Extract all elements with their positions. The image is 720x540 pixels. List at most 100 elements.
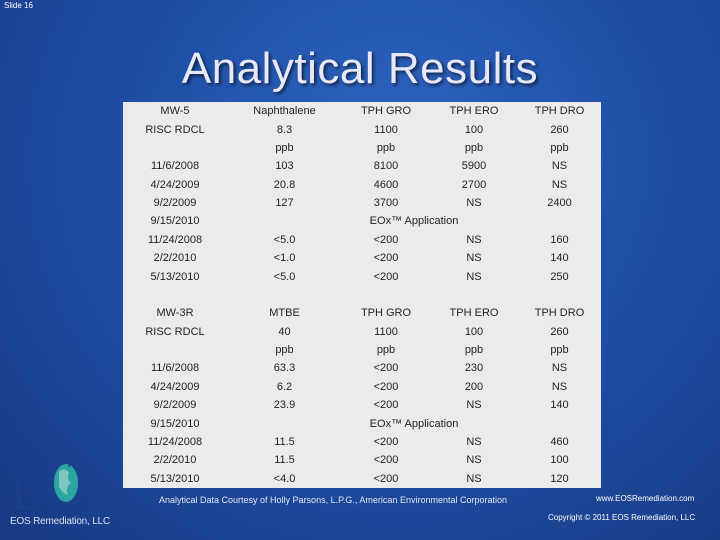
table-cell: ppb — [275, 344, 294, 357]
table-cell: 2/2/2010 — [153, 454, 197, 467]
table-cell: <200 — [373, 270, 399, 283]
table-cell: 1100 — [374, 123, 398, 136]
table-cell: 2400 — [547, 197, 572, 210]
table-cell: NS — [551, 380, 568, 393]
table-row: RISC RDCL 40 1100 100 260 — [123, 323, 601, 341]
table-cell: <200 — [373, 399, 399, 412]
table-row: RISC RDCL 8.3 1100 100 260 — [123, 120, 601, 138]
table-cell: ppb — [464, 141, 484, 154]
table-cell: 2/2/2010 — [153, 252, 197, 265]
table-cell: 4/24/2009 — [150, 380, 200, 393]
analytical-results-table: MW-5 Naphthalene TPH GRO TPH ERO TPH DRO RISC… — [123, 102, 601, 488]
table-cell: 11/24/2008 — [147, 435, 203, 448]
table-cell: NS — [466, 252, 482, 265]
table-cell: <1.0 — [273, 252, 296, 265]
table-cell: 23.9 — [273, 399, 296, 412]
table-cell: 9/15/2010 — [150, 215, 200, 228]
table-cell: 11/6/2008 — [150, 160, 200, 173]
table-cell: 200 — [464, 380, 484, 393]
table-cell: MW-5 — [160, 105, 190, 118]
website-link[interactable]: www.EOSRemediation.com — [596, 494, 695, 503]
table-cell: 160 — [550, 233, 569, 246]
table-cell: TPH ERO — [449, 105, 499, 118]
logo-letter-s: S — [79, 468, 105, 519]
table-cell — [430, 286, 518, 304]
page-title: Analytical Results — [181, 44, 539, 93]
table-row: ppb ppb ppb ppb — [123, 139, 601, 157]
table-row: 11/6/2008 63.3 <200 230 NS — [123, 359, 601, 377]
table-cell: 4600 — [373, 178, 399, 191]
table-cell: 11.5 — [274, 454, 295, 467]
table-cell: 3700 — [373, 197, 399, 210]
table-cell: <5.0 — [273, 233, 296, 246]
table-cell: TPH ERO — [449, 307, 499, 320]
table-row — [123, 286, 601, 304]
application-note: EOx™ Application — [369, 417, 459, 430]
table-cell: <200 — [373, 252, 399, 265]
table-cell: NS — [551, 362, 568, 375]
table-row: 5/13/2010 <5.0 <200 NS 250 — [123, 267, 601, 285]
table-cell: RISC RDCL — [145, 123, 205, 136]
table-cell: TPH GRO — [360, 307, 412, 320]
table-cell — [227, 286, 342, 304]
table-cell: MTBE — [269, 307, 300, 320]
table-cell: <200 — [373, 435, 399, 448]
table-row: 9/15/2010 EOx™ Application — [123, 212, 601, 230]
table-row: 4/24/2009 20.8 4600 2700 NS — [123, 176, 601, 194]
table-cell: 9/15/2010 — [150, 417, 200, 430]
table-cell: 6.2 — [276, 380, 293, 393]
table-row: 11/6/2008 103 8100 5900 NS — [123, 157, 601, 175]
table-cell: ppb — [376, 344, 396, 357]
table-row: 9/15/2010 EOx™ Application — [123, 414, 601, 432]
logo-letter-e: E — [11, 468, 39, 519]
table-cell: 2700 — [461, 178, 487, 191]
table-cell: NS — [466, 454, 482, 467]
application-note: EOx™ Application — [369, 215, 459, 228]
table-cell: NS — [466, 399, 482, 412]
table-cell: <5.0 — [273, 270, 296, 283]
table-row: MW-3R MTBE TPH GRO TPH ERO TPH DRO — [123, 304, 601, 322]
table-cell: 8100 — [373, 160, 399, 173]
courtesy-note: Analytical Data Courtesy of Holly Parson… — [159, 495, 507, 505]
table-cell: 260 — [550, 325, 569, 338]
table-cell: Naphthalene — [253, 105, 316, 118]
table-row: ppb ppb ppb ppb — [123, 341, 601, 359]
table-cell: 5/13/2010 — [150, 270, 200, 283]
table-row: 2/2/2010 <1.0 <200 NS 140 — [123, 249, 601, 267]
table-cell: 260 — [550, 123, 569, 136]
table-cell: <200 — [373, 233, 399, 246]
table-cell — [123, 341, 227, 359]
table-cell: 20.8 — [273, 178, 296, 191]
table-row: 9/2/2009 127 3700 NS 2400 — [123, 194, 601, 212]
table-cell: ppb — [464, 344, 484, 357]
table-cell: ppb — [550, 344, 569, 357]
table-cell: 230 — [464, 362, 484, 375]
table-cell — [518, 286, 601, 304]
table-cell: 11.5 — [274, 435, 295, 448]
table-row: MW-5 Naphthalene TPH GRO TPH ERO TPH DRO — [123, 102, 601, 120]
table-cell: 5/13/2010 — [150, 472, 200, 485]
table-cell: NS — [466, 197, 482, 210]
table-cell: 4/24/2009 — [150, 178, 200, 191]
table-cell — [123, 286, 227, 304]
copyright-notice: Copyright © 2011 EOS Remediation, LLC — [548, 513, 696, 522]
table-cell: RISC RDCL — [145, 325, 205, 338]
slide-number: Slide 16 — [4, 1, 33, 10]
table-cell: TPH GRO — [360, 105, 412, 118]
table-cell: 11/24/2008 — [147, 233, 203, 246]
table-cell: <200 — [373, 380, 399, 393]
table-cell: ppb — [550, 141, 569, 154]
table-row: 9/2/2009 23.9 <200 NS 140 — [123, 396, 601, 414]
table-cell: NS — [466, 472, 482, 485]
table-cell: <200 — [373, 472, 399, 485]
table-cell: 11/6/2008 — [150, 362, 200, 375]
eos-logo: E S — [11, 460, 105, 519]
table-cell: 140 — [550, 399, 569, 412]
table-cell: 127 — [275, 197, 294, 210]
table-cell: 140 — [550, 252, 569, 265]
table-row: 4/24/2009 6.2 <200 200 NS — [123, 378, 601, 396]
table-cell: 9/2/2009 — [153, 197, 197, 210]
table-cell: NS — [466, 233, 482, 246]
table-row: 5/13/2010 <4.0 <200 NS 120 — [123, 470, 601, 489]
table-cell: <4.0 — [273, 472, 296, 485]
